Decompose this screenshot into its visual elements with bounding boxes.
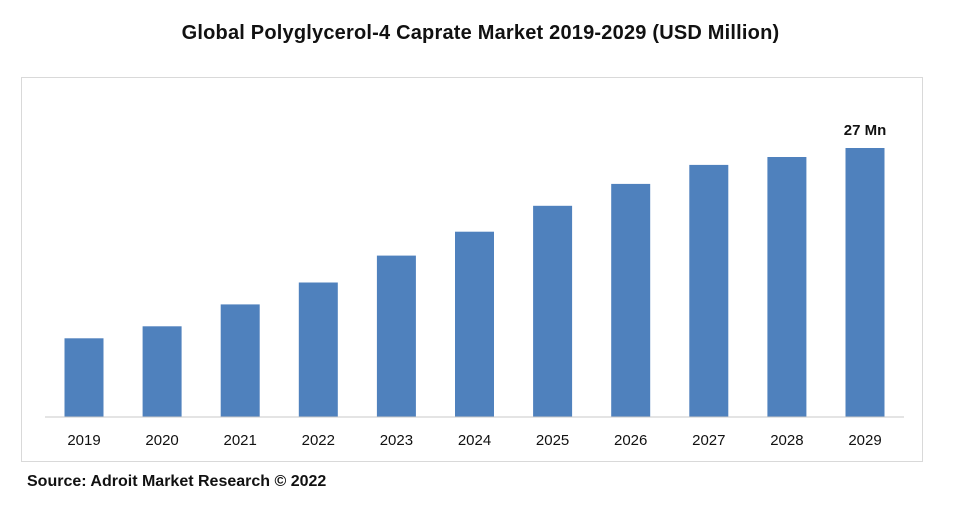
- data-labels: 27 Mn: [844, 122, 887, 139]
- bar-2026: [611, 183, 651, 417]
- bar-2024: [455, 231, 494, 417]
- bar-2028: [767, 157, 807, 417]
- x-tick-2022: 2022: [302, 432, 335, 449]
- x-tick-2021: 2021: [224, 432, 257, 449]
- bar-2019: [64, 338, 104, 417]
- x-tick-2029: 2029: [848, 432, 881, 449]
- bar-2022: [298, 282, 338, 417]
- bars-group: [64, 148, 885, 417]
- bar-2020: [142, 326, 182, 417]
- chart-title: Global Polyglycerol-4 Caprate Market 201…: [181, 22, 780, 44]
- bar-2027: [689, 164, 729, 417]
- x-tick-2028: 2028: [770, 432, 803, 449]
- x-tick-2025: 2025: [536, 432, 569, 449]
- bar-2029: [845, 148, 885, 417]
- x-tick-2019: 2019: [67, 432, 100, 449]
- x-tick-labels: 2019 2020 2021 2022 2023 2024 2025 2026 2027 2028…: [67, 432, 881, 449]
- data-label-2029: 27 Mn: [844, 122, 887, 139]
- x-tick-2027: 2027: [692, 432, 725, 449]
- bar-2025: [533, 205, 573, 417]
- x-tick-2020: 2020: [145, 432, 178, 449]
- x-tick-2023: 2023: [380, 432, 413, 449]
- x-tick-2024: 2024: [458, 432, 491, 449]
- bar-2023: [376, 255, 416, 417]
- x-tick-2026: 2026: [614, 432, 647, 449]
- source-note: Source: Adroit Market Research © 2022: [27, 473, 327, 490]
- bar-2021: [220, 304, 260, 417]
